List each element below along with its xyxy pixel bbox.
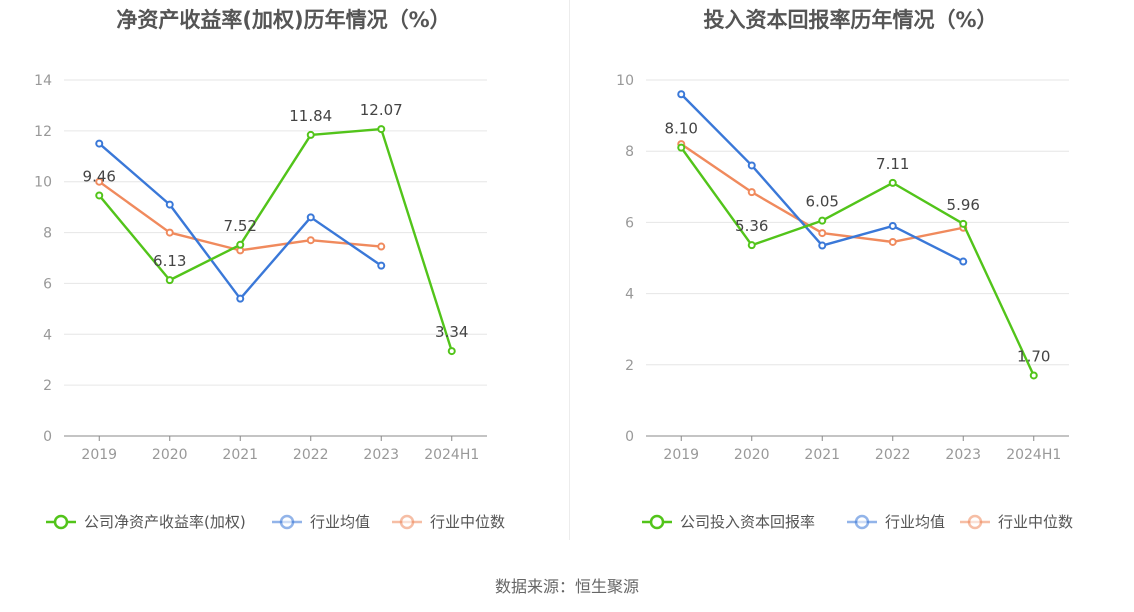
y-tick-label: 10 (34, 175, 52, 191)
data-point (306, 130, 315, 139)
data-point (95, 191, 104, 200)
x-tick-label: 2023 (363, 447, 399, 463)
data-label: 6.05 (806, 193, 839, 211)
legend-label: 行业均值 (310, 513, 370, 531)
legend-marker (854, 514, 870, 530)
legend-label: 行业中位数 (998, 513, 1073, 531)
data-point (747, 161, 756, 170)
data-label: 11.84 (289, 107, 332, 125)
data-label: 9.46 (83, 167, 116, 185)
roic-chart-panel: 投入资本回报率历年情况（%） 0 2 4 6 8 10 2019 2020 2021 2022 20… (567, 0, 1134, 560)
data-point (447, 347, 456, 356)
data-point (236, 294, 245, 303)
y-tick-label: 8 (625, 144, 634, 160)
data-point (377, 242, 386, 251)
legend-label: 公司净资产收益率(加权) (84, 513, 246, 531)
data-label: 5.96 (947, 196, 980, 214)
data-point (888, 178, 897, 187)
data-point (959, 219, 968, 228)
data-point (306, 213, 315, 222)
x-tick-label: 2024H1 (1006, 447, 1061, 463)
data-point (888, 221, 897, 230)
x-tick-label: 2021 (222, 447, 258, 463)
y-tick-label: 4 (625, 287, 634, 303)
data-point (165, 228, 174, 237)
roic-line-chart: 0 2 4 6 8 10 2019 2020 2021 2022 2023 2024H1 8.10 5.3… (616, 73, 1073, 531)
x-tick-label: 2020 (734, 447, 770, 463)
y-tick-label: 12 (34, 124, 52, 140)
y-tick-label: 0 (43, 429, 52, 445)
chart-title: 净资产收益率(加权)历年情况（%） (116, 8, 451, 32)
data-label: 1.70 (1017, 347, 1050, 365)
x-tick-label: 2019 (663, 447, 699, 463)
data-point (377, 125, 386, 134)
x-tick-label: 2023 (945, 447, 981, 463)
legend-label: 公司投入资本回报率 (680, 513, 815, 531)
data-point (377, 261, 386, 270)
data-point (818, 216, 827, 225)
data-point (95, 139, 104, 148)
series-line (680, 146, 1035, 376)
data-label: 5.36 (735, 217, 768, 235)
legend-marker (649, 514, 665, 530)
chart-title: 投入资本回报率历年情况（%） (703, 8, 998, 32)
data-label: 12.07 (360, 101, 403, 119)
data-point (677, 90, 686, 99)
data-label: 3.34 (435, 323, 468, 341)
data-point (165, 200, 174, 209)
y-tick-label: 2 (43, 378, 52, 394)
data-point (959, 257, 968, 266)
panel-divider (569, 0, 570, 540)
legend-label: 行业均值 (885, 513, 945, 531)
roe-line-chart: 0 2 4 6 8 10 12 14 2019 2020 2021 2022 2023 2024H1 9.4… (34, 73, 505, 531)
x-tick-label: 2020 (152, 447, 188, 463)
data-point (1029, 371, 1038, 380)
legend-marker (399, 514, 415, 530)
x-tick-label: 2022 (293, 447, 329, 463)
series-line (98, 127, 453, 352)
roe-chart-panel: 净资产收益率(加权)历年情况（%） 0 2 4 6 8 10 12 14 2019 2020 202… (0, 0, 567, 560)
y-tick-label: 14 (34, 73, 52, 89)
data-point (165, 276, 174, 285)
data-point (747, 188, 756, 197)
data-label: 7.52 (224, 217, 257, 235)
data-source-note: 数据来源：恒生聚源 (494, 577, 639, 596)
data-point (818, 229, 827, 238)
y-tick-label: 4 (43, 327, 52, 343)
x-tick-label: 2024H1 (424, 447, 479, 463)
data-point (747, 241, 756, 250)
y-tick-label: 10 (616, 73, 634, 89)
data-point (677, 143, 686, 152)
y-tick-label: 6 (625, 215, 634, 231)
y-tick-label: 2 (625, 358, 634, 374)
x-tick-label: 2019 (81, 447, 117, 463)
x-tick-label: 2022 (875, 447, 911, 463)
data-point (306, 236, 315, 245)
data-point (95, 177, 104, 186)
legend-marker (53, 514, 69, 530)
data-point (818, 241, 827, 250)
y-tick-label: 0 (625, 429, 634, 445)
legend-marker (279, 514, 295, 530)
y-tick-label: 8 (43, 226, 52, 242)
data-point (236, 240, 245, 249)
y-tick-label: 6 (43, 276, 52, 292)
x-tick-label: 2021 (804, 447, 840, 463)
data-label: 7.11 (876, 155, 909, 173)
data-label: 8.10 (665, 120, 698, 138)
legend-label: 行业中位数 (430, 513, 505, 531)
data-label: 6.13 (153, 252, 186, 270)
legend-marker (967, 514, 983, 530)
data-point (888, 237, 897, 246)
